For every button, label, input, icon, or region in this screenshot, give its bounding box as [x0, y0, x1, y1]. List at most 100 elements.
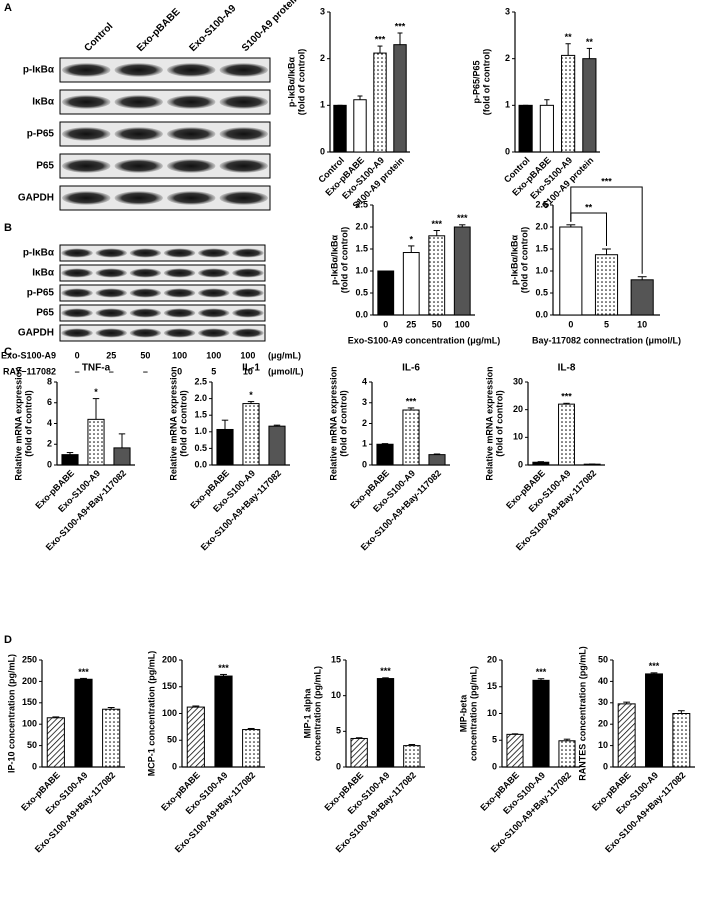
- panel-letter: A: [4, 2, 12, 14]
- bar: [46, 717, 65, 768]
- y-tick-label: 20: [513, 404, 523, 414]
- y-axis-label: MIP-beta: [458, 694, 468, 732]
- y-axis-label: p-IκBα/IκBα: [286, 56, 296, 107]
- blot-band: [61, 328, 93, 338]
- blot-row-label: IκBα: [32, 97, 55, 108]
- blot-band: [114, 127, 163, 141]
- bar: [582, 58, 597, 153]
- error-bar: [66, 452, 74, 455]
- error-bar: [377, 45, 383, 54]
- y-tick-label: 250: [22, 654, 37, 664]
- error-bar: [650, 672, 658, 674]
- error-bar: [408, 245, 415, 253]
- y-tick-label: 1: [505, 100, 510, 110]
- y-axis-label: Relative mRNA expression: [328, 366, 338, 480]
- y-tick-label: 8: [47, 376, 52, 386]
- y-tick-label: 5: [492, 735, 497, 745]
- error-bar: [637, 276, 647, 280]
- condition-value: 100: [206, 350, 221, 360]
- significance: **: [586, 37, 594, 47]
- y-tick-label: 50: [598, 654, 608, 664]
- error-bar: [397, 32, 403, 45]
- condition-name: Exo-S100-A9: [1, 350, 56, 360]
- blot-band: [114, 95, 163, 109]
- error-bar: [677, 710, 685, 714]
- bar: [268, 425, 286, 466]
- blot-lane-label: Exo-pBABE: [135, 6, 183, 54]
- blot-band: [198, 268, 230, 278]
- y-tick-label: 15: [331, 654, 341, 664]
- blot-band: [219, 63, 268, 77]
- error-bar: [247, 401, 255, 404]
- blot-band: [61, 288, 93, 298]
- blot-band: [198, 328, 230, 338]
- error-bar: [602, 248, 611, 255]
- significance: ***: [561, 392, 572, 402]
- y-tick-label: 6: [47, 397, 52, 407]
- blot-band: [163, 328, 196, 338]
- x-tick-label: 0: [568, 319, 573, 329]
- error-bar: [107, 707, 115, 710]
- y-tick-label: 100: [22, 719, 37, 729]
- bracket: [570, 186, 643, 274]
- y-tick-label: 200: [22, 676, 37, 686]
- error-bar: [563, 738, 571, 741]
- y-tick-label: 1.0: [194, 426, 207, 436]
- significance: *: [249, 390, 253, 400]
- y-axis-label: RANTES concentration (pg/mL): [577, 646, 587, 781]
- y-tick-label: 50: [167, 735, 177, 745]
- y-tick-label: 0: [518, 459, 523, 469]
- y-tick-label: 0: [336, 761, 341, 771]
- significance: ***: [601, 176, 612, 186]
- condition-value: –: [109, 366, 114, 376]
- condition-value: 0: [75, 350, 80, 360]
- panel-letter: C: [4, 346, 12, 358]
- bar: [558, 740, 576, 768]
- blot-band: [114, 63, 163, 77]
- bar: [102, 708, 121, 768]
- y-tick-label: 30: [598, 697, 608, 707]
- blot-band: [167, 191, 216, 205]
- error-bar: [381, 443, 389, 445]
- y-axis-label: (fold of control): [178, 390, 188, 456]
- significance: ***: [380, 666, 391, 676]
- blot-band: [61, 268, 93, 278]
- blot-band: [232, 328, 264, 338]
- blot-band: [95, 288, 127, 298]
- bar: [402, 409, 420, 466]
- significance: ***: [431, 219, 442, 229]
- bar: [87, 418, 105, 466]
- error-bar: [537, 461, 545, 463]
- blot-band: [62, 191, 111, 205]
- chart-title: TNF-a: [82, 363, 111, 374]
- bar: [113, 447, 131, 466]
- panel-letter: D: [4, 634, 12, 646]
- blot-row-label: IκBα: [32, 268, 55, 279]
- y-tick-label: 0.0: [355, 309, 368, 319]
- condition-value: 5: [211, 366, 216, 376]
- y-tick-label: 0.0: [535, 309, 548, 319]
- blot-band: [62, 159, 111, 173]
- y-tick-label: 2: [505, 53, 510, 63]
- y-tick-label: 0.5: [355, 287, 368, 297]
- blot-band: [129, 268, 162, 278]
- blot-band: [219, 127, 268, 141]
- blot-band: [114, 191, 163, 205]
- significance: ***: [536, 667, 547, 677]
- y-tick-label: 2: [320, 53, 325, 63]
- y-tick-label: 0: [47, 459, 52, 469]
- error-bar: [586, 47, 593, 59]
- bar: [376, 443, 394, 466]
- bar: [242, 729, 261, 768]
- blot-band: [62, 63, 111, 77]
- error-bar: [511, 733, 519, 735]
- blot-band: [219, 159, 268, 173]
- y-tick-label: 5: [336, 726, 341, 736]
- condition-value: 100: [240, 350, 255, 360]
- significance: ***: [218, 663, 229, 673]
- bar: [428, 235, 446, 316]
- y-tick-label: 20: [598, 719, 608, 729]
- error-bar: [247, 727, 255, 730]
- error-bar: [52, 716, 60, 718]
